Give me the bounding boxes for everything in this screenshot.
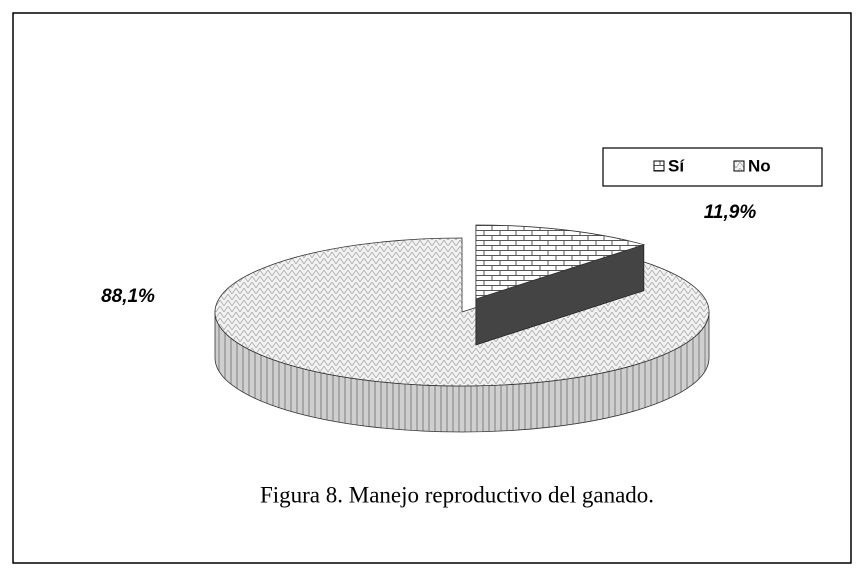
data-label: 88,1% [101,286,155,307]
legend-label: Sí [668,156,685,175]
legend [602,147,823,187]
slice [475,224,646,300]
caption: Figura 8. Manejo reproductivo del ganado… [260,482,654,507]
legend-swatch [733,160,745,172]
legend-label: No [748,156,771,175]
legend-swatch [653,160,665,172]
data-label: 11,9% [704,202,757,223]
